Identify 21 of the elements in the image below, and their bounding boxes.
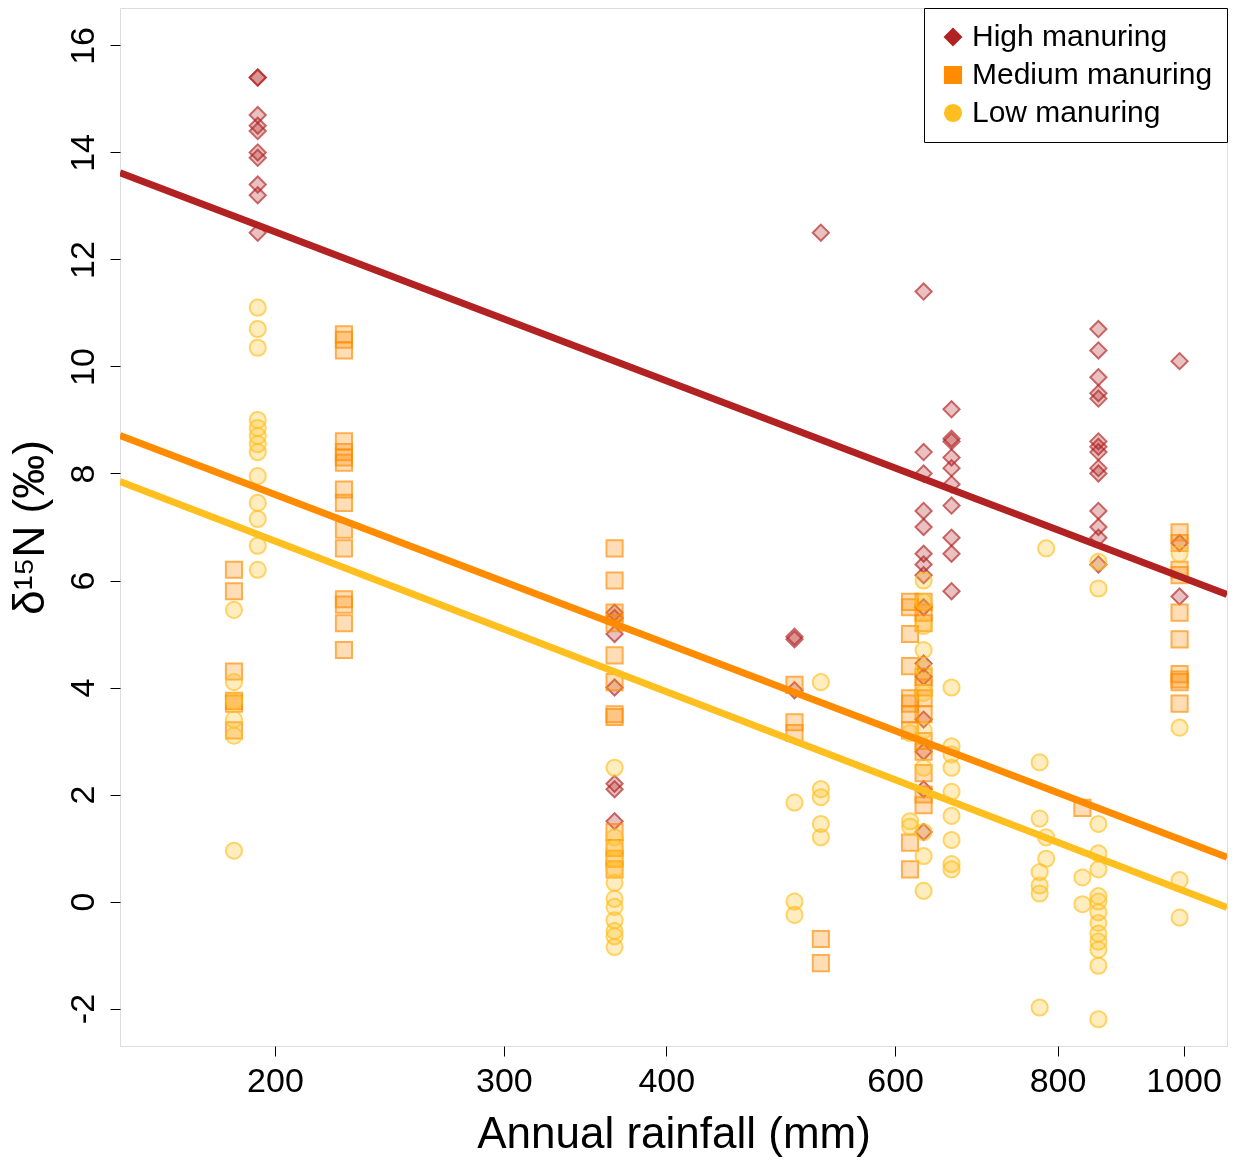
x-tick-label: 800 [1029, 1060, 1087, 1099]
y-tick-label: 14 [62, 134, 101, 172]
y-tick-label: 10 [62, 348, 101, 386]
y-tick-label: -2 [62, 993, 101, 1025]
y-tick-label: 12 [62, 241, 101, 279]
y-tick-label: 16 [62, 27, 101, 65]
legend-label: High manuring [972, 19, 1168, 52]
x-tick-label: 1000 [1146, 1060, 1222, 1099]
legend-label: Low manuring [972, 95, 1161, 128]
y-tick-label: 4 [62, 678, 101, 698]
y-tick-label: 8 [62, 464, 101, 484]
legend-label: Medium manuring [972, 57, 1213, 90]
y-tick-label: 0 [62, 892, 101, 912]
x-tick-label: 400 [638, 1060, 696, 1099]
x-axis-title: Annual rainfall (mm) [477, 1107, 871, 1157]
x-tick-label: 600 [867, 1060, 925, 1099]
y-tick-label: 2 [62, 785, 101, 805]
x-tick-label: 200 [247, 1060, 304, 1099]
y-tick-label: 6 [62, 571, 101, 591]
y-axis-title: δ¹⁵N (‰) [3, 440, 53, 615]
x-tick-label: 300 [475, 1060, 533, 1099]
